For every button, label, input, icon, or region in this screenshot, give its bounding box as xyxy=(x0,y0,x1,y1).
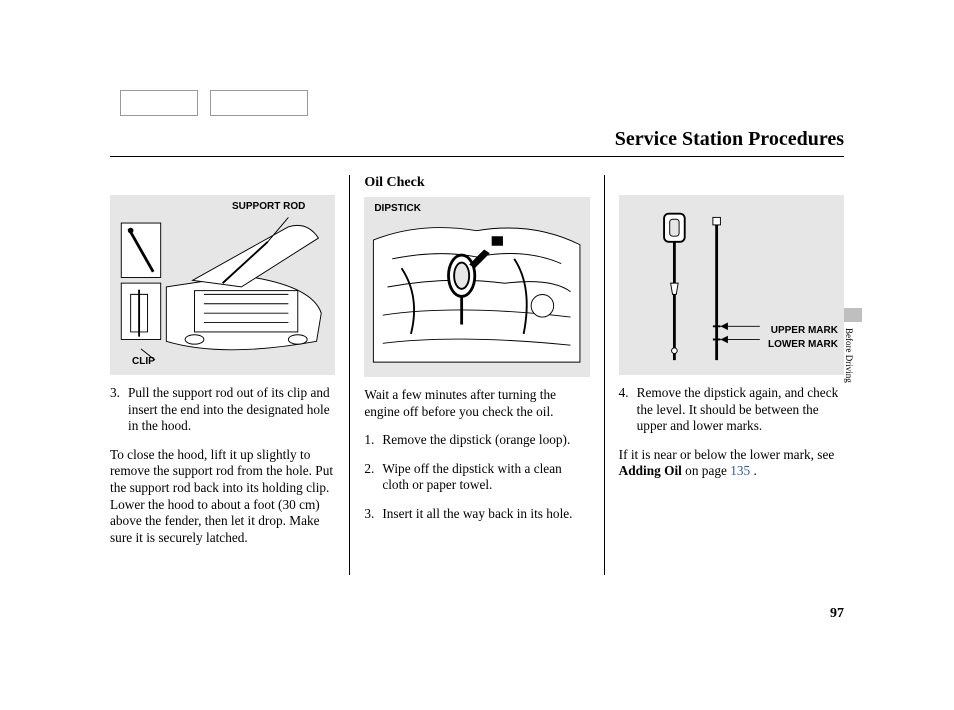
column-2: Oil Check DIPSTICK xyxy=(354,175,599,575)
figure-label-clip: CLIP xyxy=(132,356,155,367)
column-divider-2 xyxy=(604,175,605,575)
column-1: SUPPORT ROD CLIP xyxy=(110,175,345,575)
close-hood-paragraph: To close the hood, lift it up slightly t… xyxy=(110,447,335,547)
step-3: 3. Pull the support rod out of its clip … xyxy=(110,385,335,435)
adding-oil-reference: If it is near or below the lower mark, s… xyxy=(619,447,844,480)
oil-check-heading: Oil Check xyxy=(364,175,589,191)
page-number: 97 xyxy=(830,606,844,622)
step-number: 2. xyxy=(364,461,382,494)
step-text: Remove the dipstick again, and check the… xyxy=(637,385,844,435)
figure-dipstick-marks: UPPER MARK LOWER MARK xyxy=(619,195,844,375)
figure-support-rod: SUPPORT ROD CLIP xyxy=(110,195,335,375)
ref-text-mid: on page xyxy=(682,463,730,478)
manual-page: Service Station Procedures Before Drivin… xyxy=(0,0,954,710)
hood-illustration xyxy=(110,195,335,375)
ref-text-post: . xyxy=(750,463,757,478)
page-link-135[interactable]: 135 xyxy=(730,463,750,478)
oil-step-2: 2. Wipe off the dipstick with a clean cl… xyxy=(364,461,589,494)
step-text: Wipe off the dipstick with a clean cloth… xyxy=(382,461,589,494)
nav-button-row xyxy=(120,90,308,116)
oil-step-3: 3. Insert it all the way back in its hol… xyxy=(364,506,589,523)
column-3: UPPER MARK LOWER MARK xyxy=(609,175,844,575)
step-number: 1. xyxy=(364,432,382,449)
step-text: Insert it all the way back in its hole. xyxy=(382,506,589,523)
step-text: Pull the support rod out of its clip and… xyxy=(128,385,335,435)
step-number: 3. xyxy=(364,506,382,523)
ref-text-pre: If it is near or below the lower mark, s… xyxy=(619,447,835,462)
column-divider-1 xyxy=(349,175,350,575)
nav-button-contents[interactable] xyxy=(210,90,308,116)
nav-button-prev[interactable] xyxy=(120,90,198,116)
figure-label-lower-mark: LOWER MARK xyxy=(768,339,838,350)
step-number: 3. xyxy=(110,385,128,435)
step-number: 4. xyxy=(619,385,637,435)
figure-label-dipstick: DIPSTICK xyxy=(374,203,421,214)
figure-label-upper-mark: UPPER MARK xyxy=(771,325,838,336)
page-title: Service Station Procedures xyxy=(615,128,844,151)
oil-step-1: 1. Remove the dipstick (orange loop). xyxy=(364,432,589,449)
figure-label-support-rod: SUPPORT ROD xyxy=(232,201,305,212)
engine-bay-illustration xyxy=(364,197,589,377)
content-columns: SUPPORT ROD CLIP xyxy=(110,175,844,575)
oil-check-intro: Wait a few minutes after turning the eng… xyxy=(364,387,589,420)
section-tab-label: Before Driving xyxy=(844,328,854,383)
oil-step-4: 4. Remove the dipstick again, and check … xyxy=(619,385,844,435)
ref-text-bold: Adding Oil xyxy=(619,463,682,478)
figure-dipstick-location: DIPSTICK xyxy=(364,197,589,377)
step-text: Remove the dipstick (orange loop). xyxy=(382,432,589,449)
title-rule xyxy=(110,156,844,157)
